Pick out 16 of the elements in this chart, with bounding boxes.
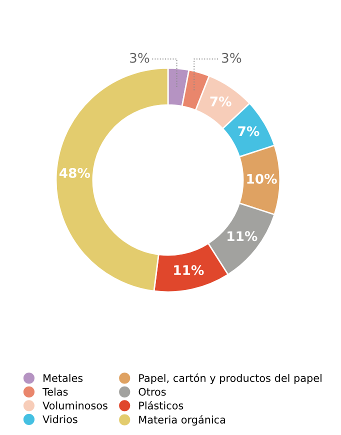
data-label: 3%: [130, 52, 150, 63]
legend-label: Papel, cartón y productos del papel: [139, 374, 322, 384]
data-label: 7%: [210, 96, 232, 106]
legend-label: Materia orgánica: [139, 415, 226, 426]
data-label: 11%: [228, 231, 258, 242]
data-label: 11%: [174, 265, 204, 276]
legend-label: Telas: [42, 388, 68, 396]
legend-label: Otros: [138, 388, 166, 396]
data-label: 48%: [59, 168, 90, 178]
legend-label: Vidrios: [42, 415, 78, 424]
legend-label: Voluminosos: [42, 401, 108, 410]
legend-label: Metales: [44, 374, 83, 382]
legend-label: Plásticos: [139, 400, 184, 410]
data-label: 7%: [238, 126, 260, 136]
data-label: 10%: [247, 174, 277, 184]
data-label: 3%: [222, 52, 242, 63]
